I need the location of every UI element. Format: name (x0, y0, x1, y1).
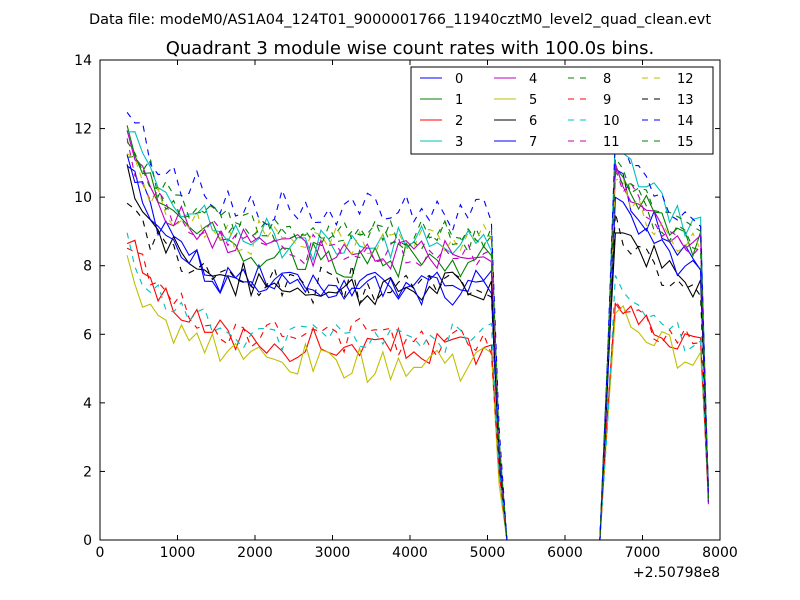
legend-label: 1 (455, 93, 463, 108)
legend-label: 8 (603, 72, 611, 87)
legend-label: 15 (677, 135, 694, 150)
series-line-11 (126, 138, 709, 541)
series-line-6 (126, 164, 709, 541)
legend-label: 11 (603, 135, 620, 150)
y-tick-label: 14 (74, 53, 92, 69)
x-tick-label: 2000 (237, 545, 273, 561)
legend-label: 12 (677, 72, 694, 87)
x-tick-label: 3000 (315, 545, 351, 561)
series-line-5 (126, 255, 709, 541)
x-axis: 0 1000 2000 3000 4000 5000 6000 7000 8000 (96, 60, 738, 561)
legend-label: 5 (529, 93, 537, 108)
legend-frame (410, 66, 714, 155)
x-tick-label: 6000 (547, 545, 583, 561)
x-tick-label: 8000 (702, 545, 738, 561)
x-tick-label: 7000 (625, 545, 661, 561)
series-line-10 (126, 232, 709, 541)
series-line-7 (126, 165, 709, 541)
y-tick-label: 6 (83, 327, 92, 343)
legend-label: 0 (455, 72, 463, 87)
x-tick-label: 0 (96, 545, 105, 561)
legend-label: 7 (529, 135, 537, 150)
series-line-3 (127, 131, 709, 541)
x-offset-label: +2.50798e8 (633, 565, 720, 581)
legend-label: 3 (455, 135, 463, 150)
y-tick-label: 2 (83, 464, 92, 480)
legend-label: 13 (677, 93, 694, 108)
legend-label: 2 (455, 114, 463, 129)
x-tick-label: 1000 (160, 545, 196, 561)
series-line-0 (126, 154, 709, 541)
y-tick-label: 8 (83, 259, 92, 275)
chart-title: Quadrant 3 module wise count rates with … (166, 38, 655, 59)
x-tick-label: 4000 (392, 545, 428, 561)
legend-label: 10 (603, 114, 620, 129)
y-tick-label: 4 (83, 396, 92, 412)
x-tick-label: 5000 (470, 545, 506, 561)
legend-label: 9 (603, 93, 611, 108)
series-line-2 (126, 239, 709, 541)
legend-label: 4 (529, 72, 537, 87)
y-tick-label: 0 (83, 533, 92, 549)
legend-label: 6 (529, 114, 537, 129)
series-line-8 (127, 155, 709, 541)
y-tick-label: 12 (74, 122, 92, 138)
series-line-4 (126, 130, 709, 541)
figure-suptitle: Data file: modeM0/AS1A04_124T01_90000017… (89, 12, 711, 28)
legend-label: 14 (677, 114, 694, 129)
series-layer (126, 111, 709, 541)
y-tick-label: 10 (74, 190, 92, 206)
